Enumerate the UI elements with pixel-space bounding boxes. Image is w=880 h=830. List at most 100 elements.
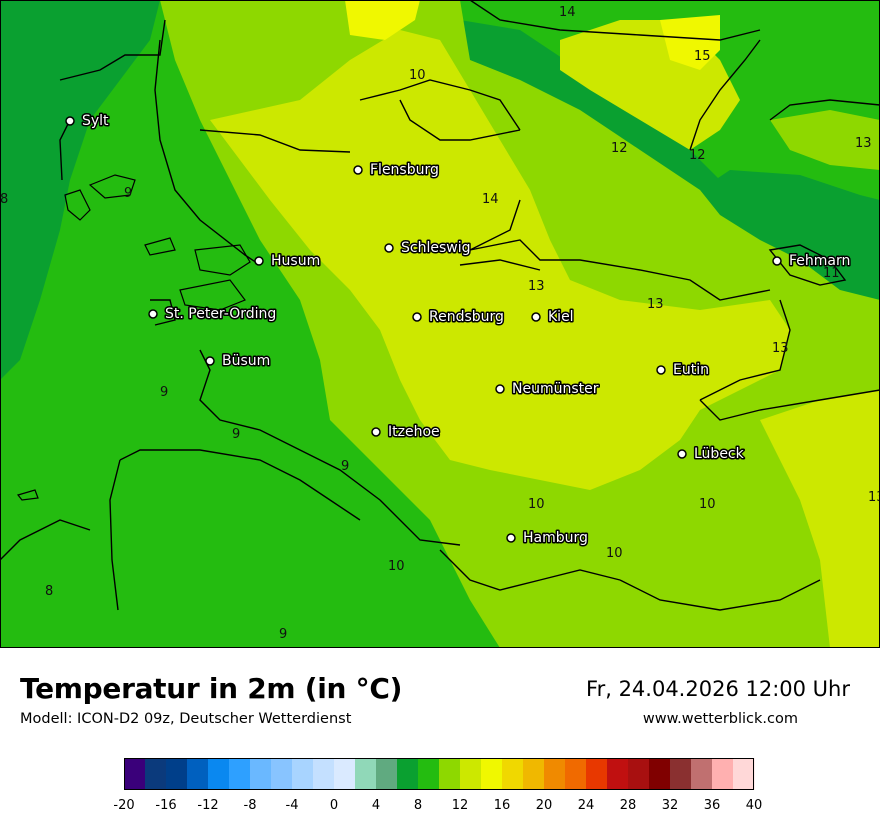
city-label: Neumünster (512, 381, 599, 397)
isoline-label: 13 (647, 297, 664, 312)
isoline-label: 9 (124, 186, 132, 201)
city-label: Eutin (673, 362, 709, 378)
legend-tick-label: 20 (536, 798, 553, 813)
city-marker-buesum: Büsum (205, 352, 272, 371)
legend-swatch (355, 758, 377, 790)
temperature-zone-mid-northeast (770, 110, 880, 170)
color-legend: -20 -16 -12 -8 -4 0 4 8 12 16 20 24 28 32 36 40 (113, 758, 762, 813)
city-label: Schleswig (401, 240, 470, 256)
isoline-label: 12 (689, 148, 706, 163)
city-marker-flensburg: Flensburg (353, 161, 440, 180)
legend-tick-label: -16 (155, 798, 176, 813)
legend-swatch (334, 758, 356, 790)
legend-tick-label: -8 (244, 798, 257, 813)
isoline-label: 10 (528, 497, 545, 512)
temperature-zone-warmest-ne (660, 15, 720, 70)
temperature-zone-warm-east (760, 390, 880, 648)
legend-tick-label: -12 (197, 798, 218, 813)
city-marker-rendsburg: Rendsburg (412, 308, 505, 327)
map-title: Temperatur in 2m (in °C) (20, 672, 403, 705)
isoline-label: 10 (388, 559, 405, 574)
isoline-label: 13 (528, 279, 545, 294)
city-dot (677, 449, 687, 459)
legend-swatch (145, 758, 167, 790)
city-marker-fehmarn: Fehmarn (772, 252, 852, 271)
legend-swatch (271, 758, 293, 790)
legend-tick-label: 24 (578, 798, 595, 813)
isoline-label: 14 (559, 5, 576, 20)
legend-swatch (691, 758, 713, 790)
legend-tick-label: 0 (330, 798, 338, 813)
islands (16, 174, 251, 501)
legend-swatch (481, 758, 503, 790)
city-dot (412, 312, 422, 322)
city-marker-husum: Husum (254, 252, 322, 271)
city-dot (371, 427, 381, 437)
isoline-label: 8 (45, 584, 53, 599)
city-dot (254, 256, 264, 266)
isoline-label: 9 (232, 427, 240, 442)
legend-tick-label: 4 (372, 798, 380, 813)
legend-swatch (292, 758, 314, 790)
city-dot (772, 256, 782, 266)
city-marker-luebeck: Lübeck (677, 445, 746, 464)
city-label: Sylt (82, 113, 109, 129)
temperature-map: Sylt Flensburg Schleswig Husum St. Peter… (0, 0, 880, 648)
isoline-label: 13 (868, 490, 880, 505)
legend-swatch (313, 758, 335, 790)
legend-swatch (187, 758, 209, 790)
city-marker-itzehoe: Itzehoe (371, 423, 441, 442)
city-label: St. Peter-Ording (165, 306, 276, 322)
legend-tick-label: 16 (494, 798, 511, 813)
legend-swatch (250, 758, 272, 790)
isoline-label: 10 (606, 546, 623, 561)
isoline-label: 13 (855, 136, 872, 151)
legend-swatch (439, 758, 461, 790)
city-marker-hamburg: Hamburg (506, 529, 589, 548)
city-label: Hamburg (523, 530, 588, 546)
isoline-label: 10 (409, 68, 426, 83)
isoline-label: 15 (694, 49, 711, 64)
legend-swatch (502, 758, 524, 790)
temperature-zone-warmest (345, 0, 420, 40)
isoline-label: 12 (611, 141, 628, 156)
legend-swatch (628, 758, 650, 790)
legend-swatch (418, 758, 440, 790)
legend-swatch (397, 758, 419, 790)
legend-swatch (649, 758, 671, 790)
city-marker-schleswig: Schleswig (384, 239, 472, 258)
isoline-labels: 14 15 10 12 12 13 8 9 14 13 13 11 13 9 9… (0, 5, 880, 642)
temperature-zone-north-sea (0, 0, 160, 380)
website-link[interactable]: www.wetterblick.com (642, 711, 798, 727)
city-marker-neumuenster: Neumünster (495, 380, 600, 399)
legend-swatch (607, 758, 629, 790)
legend-swatch (670, 758, 692, 790)
city-label: Rendsburg (429, 309, 504, 325)
city-dot (506, 533, 516, 543)
model-source: Modell: ICON-D2 09z, Deutscher Wetterdie… (20, 711, 352, 727)
city-dot (384, 243, 394, 253)
city-dot (148, 309, 158, 319)
coastlines (0, 0, 880, 611)
city-dot (656, 365, 666, 375)
legend-swatch (523, 758, 545, 790)
isoline-label: 8 (0, 192, 8, 207)
isoline-label: 9 (160, 385, 168, 400)
isoline-label: 10 (699, 497, 716, 512)
legend-tick-label: -20 (113, 798, 134, 813)
city-markers: Sylt Flensburg Schleswig Husum St. Peter… (65, 112, 852, 548)
city-marker-eutin: Eutin (656, 361, 710, 380)
city-label: Kiel (548, 309, 574, 325)
city-label: Itzehoe (388, 424, 440, 440)
legend-swatch (124, 758, 146, 790)
city-dot (65, 116, 75, 126)
city-marker-sylt: Sylt (65, 112, 111, 131)
legend-tick-label: 40 (746, 798, 763, 813)
forecast-datetime: Fr, 24.04.2026 12:00 Uhr (586, 677, 850, 701)
isoline-label: 9 (279, 627, 287, 642)
legend-swatch (208, 758, 230, 790)
isoline-label: 11 (823, 266, 840, 281)
city-label: Büsum (222, 353, 270, 369)
city-marker-kiel: Kiel (531, 308, 575, 327)
legend-tick-label: 28 (620, 798, 637, 813)
